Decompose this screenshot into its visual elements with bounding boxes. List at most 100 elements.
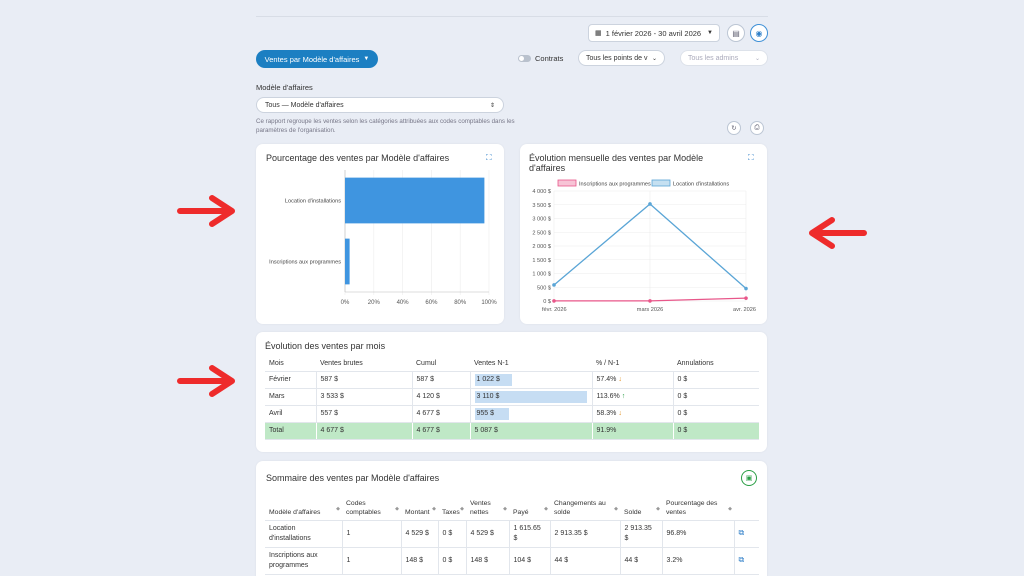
cell-cancellations: 0 $ <box>673 422 759 440</box>
pct-value: 57.4% <box>596 376 617 383</box>
x-tick-label: févr. 2026 <box>542 307 567 313</box>
bar <box>345 238 350 285</box>
cell-paid: 1 615.65 $ <box>509 520 551 548</box>
external-link-icon[interactable]: ⧉ <box>738 528 745 537</box>
report-type-dropdown[interactable]: Ventes par Modèle d'affaires ▼ <box>256 50 378 68</box>
cell-prev-year: 955 $ <box>470 405 593 423</box>
cell-taxes: 0 $ <box>438 520 467 548</box>
cell-balance: 2 913.35 $ <box>620 520 663 548</box>
legend-label: Inscriptions aux programmes <box>579 182 651 188</box>
cell-action: ⧉ <box>734 547 759 575</box>
monthly-table: Mois Ventes brutes Cumul Ventes N-1 % / … <box>265 357 759 440</box>
pct-value: 113.6% <box>596 393 620 400</box>
header-label: Solde <box>624 508 642 516</box>
column-header[interactable]: Codes comptables ◆ <box>342 493 401 521</box>
summary-table-title: Sommaire des ventes par Modèle d'affaire… <box>266 473 440 483</box>
cell-amount: 4 529 $ <box>401 520 439 548</box>
legend-label: Location d'installations <box>673 182 729 188</box>
red-arrow-icon <box>177 195 235 227</box>
data-point <box>744 296 748 300</box>
x-tick-label: avr. 2026 <box>733 307 756 313</box>
column-header[interactable]: Taxes ◆ <box>438 493 466 521</box>
x-tick-label: 20% <box>368 300 381 306</box>
cell-gross: 587 $ <box>316 371 413 389</box>
assistant-button[interactable]: ◉ <box>750 24 768 42</box>
data-point <box>552 283 556 287</box>
table-row: Inscriptions aux programmes 1 148 $ 0 $ … <box>265 547 759 575</box>
expand-icon[interactable]: ⛶ <box>486 153 492 162</box>
business-model-select[interactable]: Tous — Modèle d'affaires ⇕ <box>256 97 504 113</box>
cell-month: Avril <box>265 405 317 423</box>
data-point <box>552 299 556 303</box>
x-tick-label: 0% <box>341 300 350 306</box>
y-tick-label: 1 000 $ <box>532 272 552 278</box>
legend-swatch <box>651 179 671 187</box>
y-tick-label: 0 $ <box>543 299 552 305</box>
print-button[interactable]: ⎙ <box>750 121 764 135</box>
cell-pct: 57.4% ↓ <box>592 371 674 389</box>
cell-gross: 4 677 $ <box>316 422 413 440</box>
sort-icon: ◆ <box>460 505 464 512</box>
excel-export-button[interactable]: ▣ <box>741 470 757 486</box>
cell-pct: 113.6% ↑ <box>592 388 674 406</box>
points-of-sale-select[interactable]: Tous les points de v ⌄ <box>578 50 665 66</box>
x-tick-label: mars 2026 <box>637 307 663 313</box>
y-tick-label: 1 500 $ <box>532 258 552 264</box>
cell-codes: 1 <box>342 547 402 575</box>
line-chart: 0 $ 500 $ 1 000 $ 1 500 $ 2 000 $ 2 500 $ 3 00… <box>532 179 756 313</box>
column-header: Mois <box>265 357 316 372</box>
sort-icon: ◆ <box>656 505 660 512</box>
category-label: Inscriptions aux programmes <box>269 260 341 266</box>
external-link-icon[interactable]: ⧉ <box>738 555 745 564</box>
date-range-picker[interactable]: ▦ 1 février 2026 - 30 avril 2026 ▼ <box>588 24 720 42</box>
admins-select[interactable]: Tous les admins ⌄ <box>680 50 768 66</box>
chevron-down-icon: ⌄ <box>754 55 760 62</box>
contracts-toggle[interactable] <box>518 55 531 62</box>
header-label: Taxes <box>442 508 460 516</box>
column-header[interactable]: Solde ◆ <box>620 493 662 521</box>
sort-icon: ⇕ <box>489 102 495 109</box>
cell-net: 148 $ <box>466 547 510 575</box>
excel-icon: ▣ <box>745 475 753 482</box>
header-label: Codes comptables <box>346 499 381 516</box>
data-point <box>648 299 652 303</box>
cell-balance-changes: 2 913.35 $ <box>550 520 621 548</box>
arrow-down-icon: ↓ <box>618 410 622 417</box>
legend-swatch <box>557 179 577 187</box>
table-row: Février 587 $ 587 $ 1 022 $ 57.4% ↓ 0 $ <box>265 371 759 389</box>
line-chart-title: Évolution mensuelle des ventes par Modèl… <box>529 153 704 173</box>
table-row: Avril 557 $ 4 677 $ 955 $ 58.3% ↓ 0 $ <box>265 405 759 423</box>
cell-prev-year: 1 022 $ <box>470 371 593 389</box>
column-header[interactable]: Payé ◆ <box>509 493 550 521</box>
contracts-label: Contrats <box>535 54 564 63</box>
prev-year-bar: 3 110 $ <box>474 390 587 403</box>
business-model-value: Tous — Modèle d'affaires <box>265 101 344 109</box>
refresh-icon: ↻ <box>731 125 737 132</box>
monthly-table-title: Évolution des ventes par mois <box>265 341 386 351</box>
prev-year-bar: 1 022 $ <box>474 373 512 386</box>
column-header[interactable]: Ventes nettes ◆ <box>466 493 509 521</box>
sort-icon: ◆ <box>336 505 340 512</box>
column-header: Cumul <box>412 357 470 372</box>
header-label: Pourcentage des ventes <box>666 499 718 516</box>
bar <box>345 177 485 224</box>
arrow-down-icon: ↓ <box>618 376 622 383</box>
cell-month: Total <box>265 422 317 440</box>
data-point <box>744 286 748 291</box>
header-label: Payé <box>513 508 529 516</box>
cell-cancellations: 0 $ <box>673 388 759 406</box>
refresh-button[interactable]: ↻ <box>727 121 741 135</box>
line-chart-card: Évolution mensuelle des ventes par Modèl… <box>520 144 767 324</box>
y-tick-label: 4 000 $ <box>532 189 552 195</box>
robot-icon: ◉ <box>755 28 763 38</box>
column-header[interactable]: Montant ◆ <box>401 493 438 521</box>
x-tick-label: 40% <box>397 300 410 306</box>
column-header: Ventes N-1 <box>470 357 592 372</box>
column-header[interactable]: Modèle d'affaires ◆ <box>265 493 342 521</box>
y-tick-label: 3 500 $ <box>532 203 552 209</box>
column-header[interactable]: Changements au solde ◆ <box>550 493 620 521</box>
header-label: Changements au solde <box>554 499 606 516</box>
calculator-button[interactable]: ▤ <box>727 24 745 42</box>
column-header[interactable]: Pourcentage des ventes ◆ <box>662 493 734 521</box>
expand-icon[interactable]: ⛶ <box>748 153 754 162</box>
